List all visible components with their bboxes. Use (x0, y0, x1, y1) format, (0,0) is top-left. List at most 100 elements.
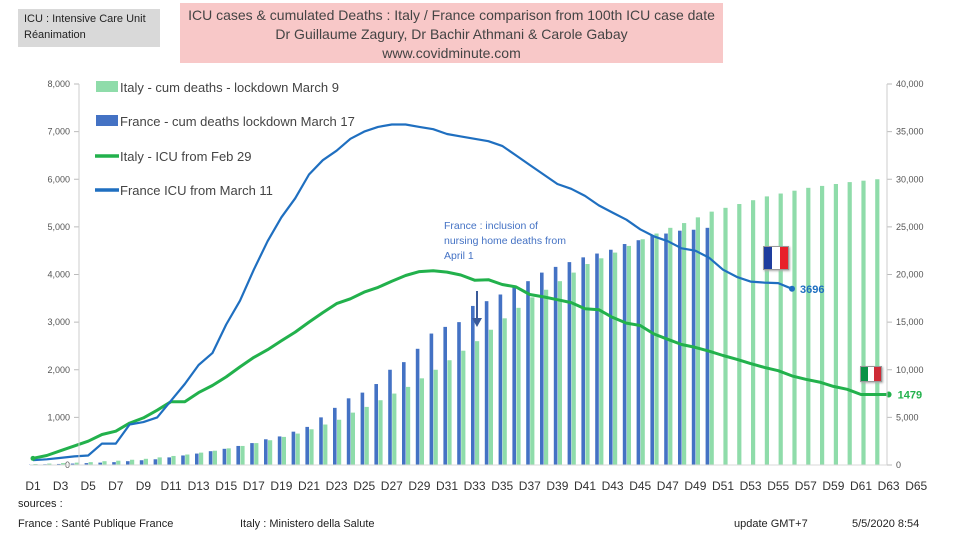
x-tick-label: D29 (408, 479, 430, 493)
bar-italy-deaths (626, 245, 631, 465)
bar-france-deaths (70, 463, 75, 465)
bar-france-deaths (112, 462, 116, 465)
bar-italy-deaths (461, 350, 466, 465)
bar-france-deaths (595, 253, 599, 465)
marker-italy-icu-start (30, 455, 36, 461)
italy-source: Italy : Ministero della Salute (240, 518, 375, 530)
tag-line-2: Réanimation (24, 29, 86, 41)
icu-legend-tag: ICU : Intensive Care Unit Réanimation (18, 9, 160, 47)
bar-france-deaths (622, 244, 627, 465)
x-tick-label: D19 (270, 479, 292, 493)
bar-italy-deaths (116, 460, 121, 465)
bar-italy-deaths (695, 217, 700, 465)
chart-title-box: ICU cases & cumulated Deaths : Italy / F… (180, 3, 723, 63)
bar-france-deaths (264, 439, 268, 465)
update-label: update GMT+7 (734, 518, 808, 530)
tag-line-1: ICU : Intensive Care Unit (24, 13, 146, 25)
line-france-icu (32, 123, 793, 462)
italy-flag-icon (860, 366, 882, 382)
bar-france-deaths (484, 301, 489, 465)
bar-italy-deaths (447, 360, 452, 465)
bar-france-deaths (208, 451, 213, 465)
bar-france-deaths (346, 398, 351, 465)
lines: 3696 1479 (30, 123, 922, 462)
bar-italy-deaths (406, 386, 411, 465)
bar-italy-deaths (847, 182, 852, 466)
x-tick-label: D17 (243, 479, 265, 493)
x-tick-label: D43 (602, 479, 624, 493)
bar-italy-deaths (516, 307, 521, 465)
bar-italy-deaths (709, 211, 714, 465)
chart-website: www.covidminute.com (382, 45, 521, 61)
bar-italy-deaths (419, 378, 424, 465)
bar-italy-deaths (640, 239, 645, 465)
france-flag-icon (763, 246, 789, 270)
bar-france-deaths (57, 463, 61, 465)
bar-italy-deaths (61, 463, 66, 465)
bar-france-deaths (471, 305, 475, 465)
y-left-tick-label: 3,000 (47, 317, 70, 327)
bar-france-deaths (374, 384, 378, 465)
bar-france-deaths (664, 233, 668, 465)
legend-label: France - cum deaths lockdown March 17 (120, 114, 355, 129)
bar-italy-deaths (833, 184, 838, 465)
bar-france-deaths (540, 272, 544, 465)
bar-italy-deaths (268, 440, 273, 465)
legend-label: France ICU from March 11 (120, 183, 273, 198)
bar-italy-deaths (364, 406, 369, 465)
legend-swatch (96, 81, 118, 92)
y-right-tick-label: 25,000 (896, 222, 924, 232)
axes: 0 1,000 2,000 3,000 4,000 5,000 6,000 7,000 8,00… (25, 79, 927, 493)
x-tick-label: D59 (822, 479, 844, 493)
bar-italy-deaths (240, 445, 245, 465)
bar-france-deaths (181, 455, 185, 465)
x-tick-label: D7 (108, 479, 124, 493)
bar-france-deaths (567, 262, 572, 465)
x-tick-label: D41 (574, 479, 596, 493)
bar-france-deaths (553, 266, 558, 465)
bar-italy-deaths (212, 450, 217, 465)
chart-title: ICU cases & cumulated Deaths : Italy / F… (188, 7, 715, 23)
bar-italy-deaths (488, 329, 493, 465)
bar-france-deaths (388, 369, 392, 465)
y-left-tick-label: 2,000 (47, 365, 70, 375)
x-tick-label: D27 (381, 479, 403, 493)
bar-france-deaths (415, 348, 420, 465)
x-tick-label: D9 (136, 479, 152, 493)
update-time: 5/5/2020 8:54 (852, 518, 920, 530)
bar-france-deaths (236, 445, 240, 465)
y-right-tick-label: 5,000 (896, 412, 919, 422)
bar-france-deaths (305, 426, 309, 465)
bar-france-deaths (291, 431, 296, 465)
bar-italy-deaths (668, 227, 673, 465)
annotations: France : inclusion of nursing home deaths… (444, 220, 566, 327)
annotation-text: nursing home deaths from (444, 235, 566, 247)
x-tick-label: D31 (436, 479, 458, 493)
y-left-tick-label: 7,000 (47, 127, 70, 137)
bar-france-deaths (98, 462, 102, 465)
bar-italy-deaths (475, 341, 480, 465)
bar-italy-deaths (571, 272, 576, 465)
bar-france-deaths (581, 257, 585, 465)
marker-france-icu-end (789, 285, 795, 292)
legend-swatch (96, 115, 118, 126)
x-tick-label: D47 (657, 479, 679, 493)
bar-france-deaths (650, 235, 654, 465)
bar-italy-deaths (171, 455, 176, 465)
x-tick-label: D25 (353, 479, 375, 493)
annotation-text: France : inclusion of (444, 220, 538, 232)
bar-france-deaths (636, 240, 641, 465)
bar-france-deaths (512, 286, 516, 465)
bar-italy-deaths (74, 462, 79, 465)
y-right-tick-label: 15,000 (896, 317, 924, 327)
y-right-tick-label: 30,000 (896, 174, 924, 184)
bar-italy-deaths (737, 204, 742, 465)
bar-italy-deaths (392, 393, 397, 465)
x-tick-label: D49 (684, 479, 706, 493)
bar-france-deaths (360, 392, 365, 465)
bar-italy-deaths (613, 252, 618, 465)
bar-italy-deaths (88, 462, 93, 465)
bar-france-deaths (429, 333, 434, 465)
bar-france-deaths (250, 443, 254, 465)
bar-france-deaths (195, 453, 199, 465)
